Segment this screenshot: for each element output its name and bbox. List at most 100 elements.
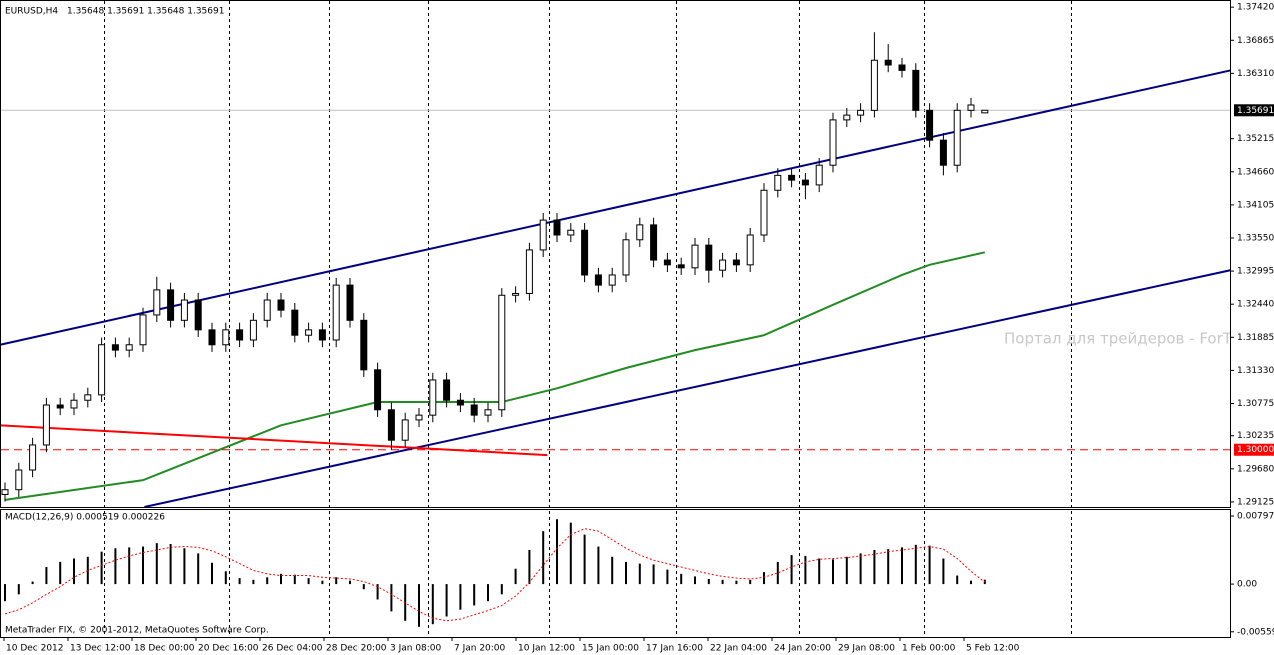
level-label: 1.30000 xyxy=(1237,445,1274,455)
macd-bar xyxy=(252,579,255,585)
macd-bar xyxy=(887,549,890,585)
candle-body xyxy=(456,399,464,406)
candle-body xyxy=(70,399,78,409)
macd-bar xyxy=(542,531,545,585)
candle-body xyxy=(167,289,175,321)
macd-bar xyxy=(749,579,752,585)
candle-body xyxy=(332,284,340,341)
macd-bar xyxy=(238,578,241,585)
macd-bar xyxy=(487,584,489,602)
macd-bar xyxy=(528,549,531,585)
candle-body xyxy=(222,329,230,346)
candle-body xyxy=(650,224,658,261)
candle-body xyxy=(636,224,644,241)
y-tick-label: 1.31885 xyxy=(1237,333,1274,343)
macd-bar xyxy=(583,534,586,585)
macd-bar xyxy=(224,571,227,585)
macd-bar xyxy=(376,584,379,600)
candle-body xyxy=(581,229,589,276)
candle-body xyxy=(567,229,575,236)
macd-bar xyxy=(611,556,614,585)
macd-bar xyxy=(128,547,131,585)
candle-body xyxy=(608,274,616,286)
candle-body xyxy=(194,299,202,331)
current-price-box xyxy=(1234,104,1274,117)
candle-body xyxy=(788,174,796,181)
y-tick-label: 1.32995 xyxy=(1237,267,1274,277)
macd-bar xyxy=(845,556,848,585)
candle-body xyxy=(622,239,630,276)
macd-bar xyxy=(652,564,655,585)
x-tick-label: 26 Dec 04:00 xyxy=(262,644,323,654)
main-pane xyxy=(0,0,1231,508)
macd-bar xyxy=(349,580,351,585)
candle-body xyxy=(884,59,892,66)
macd-bar xyxy=(183,548,186,585)
y-tick-label: 1.36865 xyxy=(1237,36,1274,46)
candle-body xyxy=(15,469,23,491)
candle-body xyxy=(498,294,506,411)
candle-body xyxy=(415,414,423,421)
trend-line xyxy=(1,69,1230,346)
x-tick-label: 29 Jan 08:00 xyxy=(838,644,895,654)
macd-bar xyxy=(694,576,696,585)
macd-bar xyxy=(31,581,34,585)
macd-bar xyxy=(956,575,959,585)
candle-body xyxy=(512,292,520,296)
candle-body xyxy=(236,329,244,341)
macd-bar xyxy=(335,577,338,585)
chart-title: EURUSD,H4 xyxy=(5,7,58,17)
y-tick-label: 1.36310 xyxy=(1237,69,1274,79)
candle-body xyxy=(84,394,92,401)
candle-body xyxy=(539,219,547,251)
macd-bar xyxy=(100,551,103,585)
candle-body xyxy=(843,114,851,121)
macd-tick-label: 0.007975 xyxy=(1237,512,1274,522)
macd-bar xyxy=(625,561,627,585)
macd-bar xyxy=(445,584,448,617)
macd-bar xyxy=(666,569,669,585)
candle-body xyxy=(429,379,437,416)
candle-body xyxy=(705,244,713,271)
macd-bar xyxy=(901,547,903,585)
macd-bar xyxy=(569,522,572,585)
y-tick-label: 1.34105 xyxy=(1237,200,1274,210)
x-tick-label: 1 Feb 00:00 xyxy=(902,644,956,654)
macd-tick-label: -0.00559 xyxy=(1237,627,1274,637)
x-tick-label: 3 Jan 08:00 xyxy=(390,644,442,654)
y-tick-label: 1.37420 xyxy=(1237,3,1274,13)
y-tick-label: 1.33550 xyxy=(1237,233,1274,243)
candle-body xyxy=(1,489,9,495)
macd-bar xyxy=(928,545,931,585)
candle-body xyxy=(387,409,395,441)
x-tick-label: 7 Jan 20:00 xyxy=(454,644,506,654)
candle-body xyxy=(732,259,740,266)
candle-body xyxy=(746,234,754,266)
candle-body xyxy=(912,69,920,111)
macd-bar xyxy=(859,553,862,585)
candle-body xyxy=(594,274,602,286)
candle-body xyxy=(249,319,257,341)
macd-bar xyxy=(211,562,213,585)
x-tick-label: 28 Dec 20:00 xyxy=(326,644,387,654)
candle-body xyxy=(401,419,409,441)
macd-bar xyxy=(790,555,793,585)
macd-bar xyxy=(735,580,738,585)
macd-bar xyxy=(707,578,710,585)
candle-body xyxy=(691,244,699,269)
candle-body xyxy=(305,329,313,336)
macd-signal xyxy=(4,528,986,622)
trend-line xyxy=(144,269,1230,507)
macd-bar xyxy=(776,561,779,585)
macd-tick-label: 0.00 xyxy=(1237,580,1257,590)
macd-bar xyxy=(155,543,158,585)
y-tick-label: 1.30775 xyxy=(1237,399,1274,409)
macd-bar xyxy=(197,553,200,585)
macd-bar xyxy=(638,563,641,585)
macd-title: MACD(12,26,9) 0.000519 0.000226 xyxy=(5,513,165,523)
macd-bar xyxy=(293,574,296,585)
y-tick-label: 1.35215 xyxy=(1237,134,1274,144)
candle-body xyxy=(208,329,216,346)
macd-bar xyxy=(500,584,503,595)
